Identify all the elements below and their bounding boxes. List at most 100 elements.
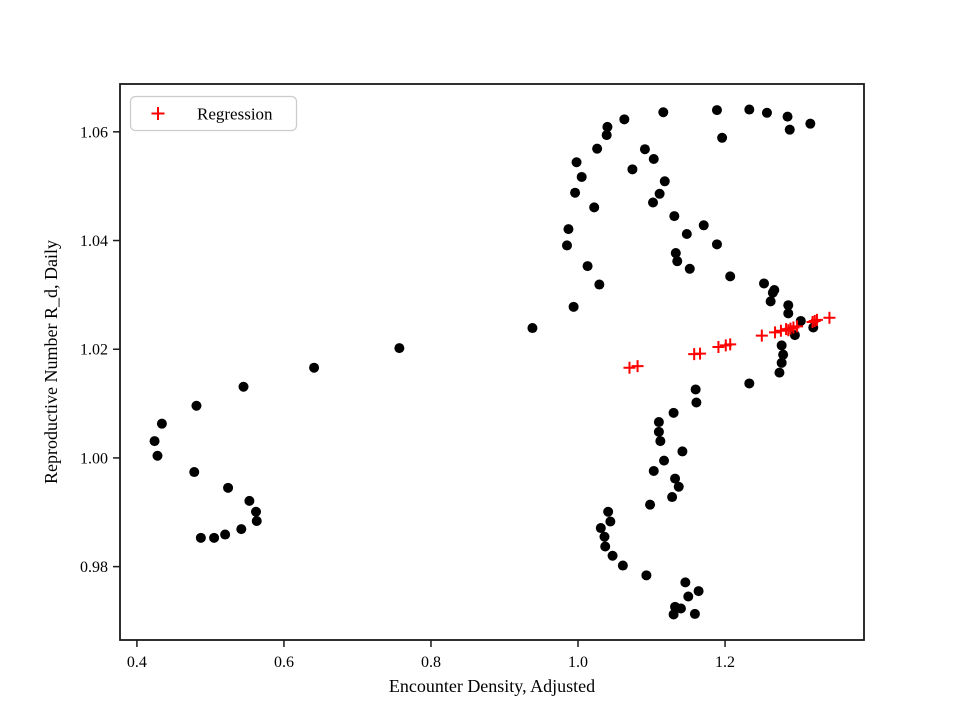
x-tick-label: 1.0	[568, 654, 588, 671]
scatter-point	[675, 603, 686, 614]
scatter-point	[744, 378, 755, 389]
regression-marker	[808, 314, 821, 327]
scatter-point	[668, 609, 679, 620]
scatter-point	[795, 315, 806, 326]
scatter-point	[711, 105, 722, 116]
plot-frame	[119, 83, 865, 641]
scatter-point	[765, 296, 776, 307]
scatter-point	[582, 261, 593, 272]
scatter-point	[783, 300, 794, 311]
scatter-point	[156, 418, 167, 429]
scatter-point	[744, 104, 755, 115]
scatter-point	[672, 256, 683, 267]
scatter-point	[238, 381, 249, 392]
scatter-point	[667, 492, 678, 503]
scatter-point	[592, 143, 603, 154]
scatter-point	[617, 560, 628, 571]
x-tick-label: 0.4	[127, 654, 147, 671]
axis-ticks: 0.4 0.6 0.8 1.0 1.2 0.98 1.00 1.02 1.04 1.06	[80, 124, 735, 671]
x-tick-label: 0.8	[421, 654, 441, 671]
scatter-point	[783, 308, 794, 319]
y-axis-title: Reproductive Number R_d, Daily	[41, 240, 61, 484]
scatter-point	[561, 240, 572, 251]
scatter-point	[223, 482, 234, 493]
y-tick-label: 1.04	[80, 233, 108, 250]
regression-marker	[769, 326, 782, 339]
scatter-point	[189, 467, 200, 478]
scatter-point	[599, 531, 610, 542]
scatter-point	[776, 357, 787, 368]
scatter-point	[149, 436, 160, 447]
scatter-point	[563, 224, 574, 235]
scatter-point	[778, 349, 789, 360]
y-tick-label: 1.00	[80, 450, 108, 467]
scatter-point	[776, 340, 787, 351]
legend-plus-icon	[151, 107, 165, 120]
legend: Regression	[129, 95, 298, 132]
scatter-point	[600, 541, 611, 552]
x-tick-label: 1.2	[715, 654, 735, 671]
regression-marker	[791, 320, 804, 333]
regression-marker	[712, 341, 725, 354]
scatter-point	[711, 239, 722, 250]
scatter-point	[653, 417, 664, 428]
regression-marker	[784, 322, 797, 335]
scatter-point	[236, 524, 247, 535]
scatter-point	[689, 608, 700, 619]
scatter-point	[673, 481, 684, 492]
legend-label: Regression	[197, 105, 273, 124]
scatter-point	[690, 384, 701, 395]
regression-marker	[623, 361, 636, 374]
data-points	[149, 104, 836, 620]
scatter-point	[152, 450, 163, 461]
scatter-point	[782, 111, 793, 122]
scatter-point	[589, 202, 600, 213]
scatter-point	[251, 506, 262, 517]
scatter-point	[571, 157, 582, 168]
scatter-point	[698, 220, 709, 231]
regression-marker	[694, 347, 707, 360]
scatter-point	[668, 407, 679, 418]
scatter-point	[784, 124, 795, 135]
scatter-point	[717, 132, 728, 143]
scatter-point	[654, 188, 665, 199]
scatter-point	[759, 278, 770, 289]
regression-marker	[724, 338, 737, 351]
scatter-point	[220, 529, 231, 540]
scatter-point	[680, 577, 691, 588]
scatter-point	[648, 154, 659, 165]
scatter-point	[527, 323, 538, 334]
scatter-point	[568, 301, 579, 312]
scatter-point	[684, 263, 695, 274]
scatter-point	[659, 455, 670, 466]
scatter-point	[659, 176, 670, 187]
x-axis-title: Encounter Density, Adjusted	[389, 676, 595, 696]
scatter-point	[645, 499, 656, 510]
scatter-point	[683, 591, 694, 602]
scatter-point	[251, 515, 262, 526]
y-tick-label: 0.98	[80, 559, 108, 576]
regression-marker	[631, 360, 644, 373]
scatter-point	[607, 550, 618, 561]
scatter-point	[603, 506, 614, 517]
x-tick-label: 0.6	[274, 654, 294, 671]
scatter-point	[576, 171, 587, 182]
scatter-point	[648, 197, 659, 208]
scatter-point	[805, 118, 816, 129]
scatter-point	[602, 121, 613, 132]
legend-box	[129, 95, 298, 132]
regression-marker	[782, 324, 795, 337]
scatter-point	[653, 426, 664, 437]
scatter-point	[639, 144, 650, 155]
scatter-point	[669, 211, 680, 222]
scatter-point	[209, 532, 220, 543]
y-tick-label: 1.02	[80, 342, 108, 359]
scatter-point	[648, 465, 659, 476]
scatter-point	[641, 570, 652, 581]
scatter-point	[595, 523, 606, 534]
scatter-point	[774, 367, 785, 378]
scatter-point	[725, 271, 736, 282]
regression-marker	[823, 311, 836, 324]
scatter-point	[655, 436, 666, 447]
